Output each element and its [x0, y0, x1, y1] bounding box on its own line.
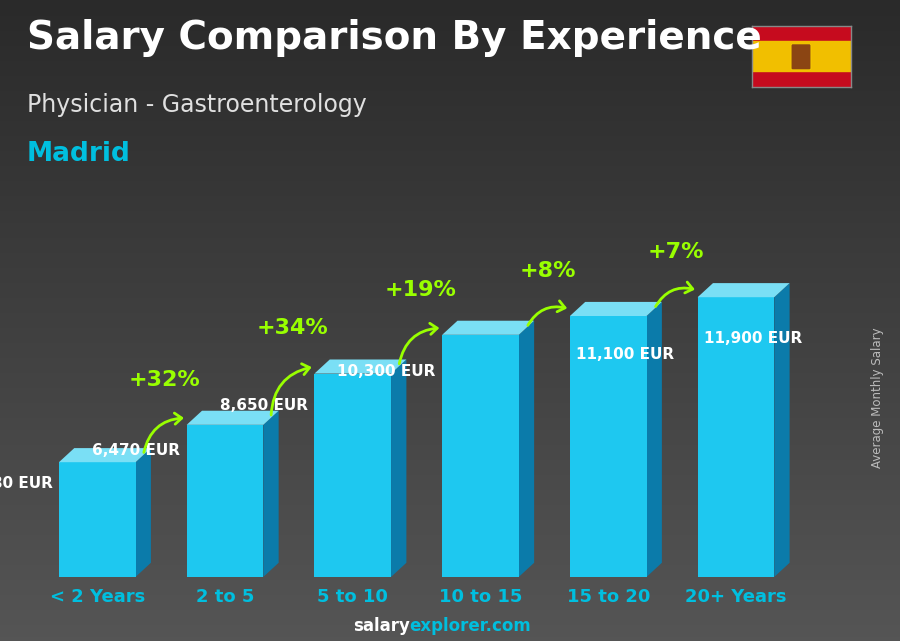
Text: Madrid: Madrid [27, 141, 130, 167]
Bar [698, 297, 774, 577]
Text: explorer.com: explorer.com [410, 617, 531, 635]
Polygon shape [136, 448, 151, 577]
Polygon shape [646, 302, 662, 577]
Text: Salary Comparison By Experience: Salary Comparison By Experience [27, 19, 761, 57]
Text: salary: salary [353, 617, 410, 635]
Text: 6,470 EUR: 6,470 EUR [93, 443, 180, 458]
Text: 8,650 EUR: 8,650 EUR [220, 398, 308, 413]
Bar [314, 374, 392, 577]
Text: Average Monthly Salary: Average Monthly Salary [871, 327, 884, 468]
Polygon shape [570, 302, 662, 316]
Polygon shape [518, 320, 534, 577]
Text: +32%: +32% [129, 370, 201, 390]
FancyBboxPatch shape [791, 44, 811, 70]
Text: +7%: +7% [648, 242, 704, 262]
Bar [58, 462, 136, 577]
Polygon shape [264, 411, 279, 577]
Text: 11,100 EUR: 11,100 EUR [576, 347, 674, 362]
Polygon shape [186, 411, 279, 425]
Text: 11,900 EUR: 11,900 EUR [704, 331, 802, 345]
Bar [186, 425, 264, 577]
Polygon shape [314, 360, 407, 374]
Text: +19%: +19% [384, 279, 456, 299]
Bar [442, 335, 518, 577]
Text: Physician - Gastroenterology: Physician - Gastroenterology [27, 93, 367, 117]
Text: +34%: +34% [256, 319, 328, 338]
Text: 4,880 EUR: 4,880 EUR [0, 476, 52, 491]
Polygon shape [698, 283, 789, 297]
Bar [752, 41, 850, 71]
Polygon shape [442, 320, 534, 335]
Polygon shape [774, 283, 789, 577]
Polygon shape [58, 448, 151, 462]
Polygon shape [392, 360, 407, 577]
Text: +8%: +8% [520, 261, 576, 281]
Text: 10,300 EUR: 10,300 EUR [338, 364, 436, 379]
Bar [570, 316, 646, 577]
